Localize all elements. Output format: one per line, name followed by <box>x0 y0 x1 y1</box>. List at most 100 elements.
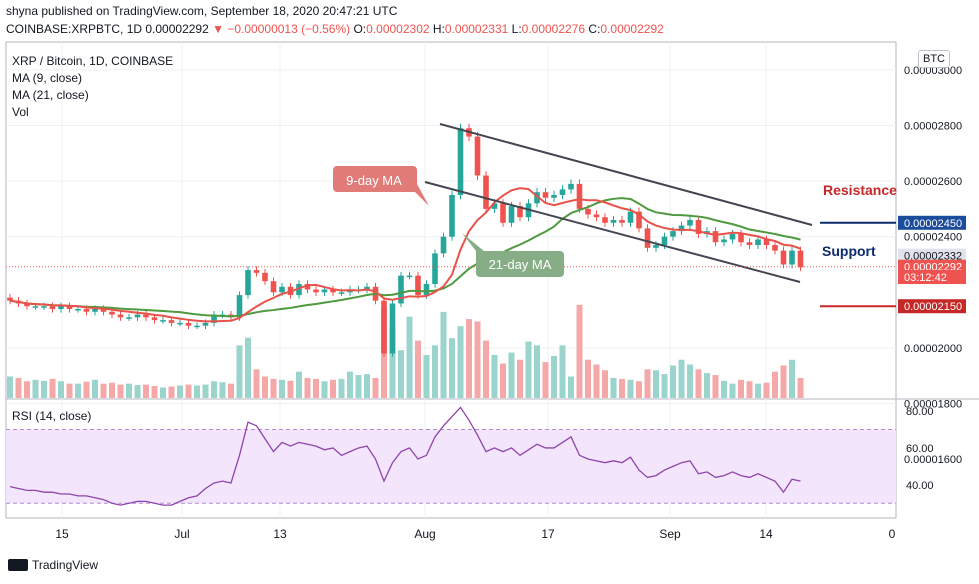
volume-bar <box>780 365 787 398</box>
price-label-text: 0.00002450 <box>904 218 962 230</box>
volume-bar <box>491 354 498 398</box>
volume-bar <box>143 384 149 398</box>
candle-body <box>321 289 328 293</box>
price-label-box <box>898 299 966 314</box>
candle-body <box>415 275 421 296</box>
volume-bar <box>644 369 651 398</box>
channel-upper-line <box>439 123 813 226</box>
candle-body <box>296 283 302 296</box>
volume-bar <box>83 381 90 398</box>
currency-badge[interactable]: BTC <box>918 50 950 68</box>
down-arrow-icon: ▼ <box>212 22 225 36</box>
volume-bar <box>500 363 506 398</box>
volume-bar <box>355 375 362 398</box>
volume-bar <box>24 381 30 398</box>
candle-body <box>712 231 719 243</box>
volume-bar <box>372 377 379 398</box>
volume-bar <box>542 362 549 398</box>
candle-body <box>780 250 787 265</box>
volume-bar <box>279 379 285 398</box>
price-label-text: 03:12:42 <box>904 272 947 284</box>
candle-body <box>653 245 659 248</box>
price-label-text: 0.00002332 <box>904 251 962 263</box>
tradingview-logo-text: TradingView <box>32 558 99 572</box>
volume-bar <box>49 378 56 398</box>
candle-body <box>177 322 183 325</box>
candle-body <box>627 211 634 223</box>
candle-body <box>7 297 13 301</box>
candle-body <box>66 306 73 309</box>
candle-body <box>92 309 98 312</box>
volume-bar <box>517 359 523 398</box>
ohlc-header: COINBASE:XRPBTC, 1D 0.00002292 ▼ −0.0000… <box>6 22 664 36</box>
volume-bar <box>789 359 795 398</box>
rsi-tick-label: 80.00 <box>906 406 934 418</box>
candle-body <box>474 136 481 176</box>
volume-bar <box>15 377 22 398</box>
candle-body <box>270 281 277 293</box>
x-tick-label: 15 <box>55 527 69 541</box>
volume-bar <box>763 382 770 398</box>
candle-body <box>542 192 549 198</box>
legend-ma9: MA (9, close) <box>12 71 83 85</box>
candle-body <box>338 292 345 294</box>
candle-body <box>517 206 523 218</box>
candle-body <box>245 270 251 296</box>
candle-body <box>41 306 47 308</box>
y-tick-label: 0.00002400 <box>904 232 962 244</box>
volume-bar <box>202 384 209 398</box>
rsi-band <box>6 429 896 504</box>
candle-body <box>32 306 39 308</box>
volume-bar <box>406 316 413 398</box>
candle-body <box>75 309 81 311</box>
volume-bar <box>593 364 600 398</box>
candle-body <box>695 220 702 234</box>
tradingview-logo: TradingView <box>8 558 98 572</box>
volume-bar <box>75 383 81 398</box>
candle-body <box>610 220 617 223</box>
volume-bar <box>483 340 489 398</box>
volume-bar <box>619 378 625 398</box>
ma21-callout-bubble <box>462 233 564 277</box>
volume-bar <box>602 370 608 398</box>
volume-bar <box>109 382 115 398</box>
volume-bar <box>746 381 753 398</box>
price-change: −0.00000013 (−0.56%) <box>227 22 351 36</box>
volume-bar <box>423 354 430 398</box>
volume-bar <box>296 371 302 398</box>
volume-bar <box>219 382 226 398</box>
volume-bar <box>228 383 234 398</box>
candle-body <box>789 250 795 265</box>
volume-bar <box>568 376 574 398</box>
volume-bar <box>670 365 676 398</box>
candle-body <box>500 203 506 223</box>
volume-bar <box>415 340 421 398</box>
candle-body <box>508 206 515 223</box>
candle-body <box>738 233 744 243</box>
candle-body <box>364 286 370 290</box>
volume-bar <box>389 326 396 398</box>
candle-body <box>126 317 132 319</box>
support-label: Support <box>822 243 876 259</box>
low-value: 0.00002276 <box>521 22 586 36</box>
y-tick-label: 0.00001600 <box>904 454 962 466</box>
volume-bar <box>398 350 404 398</box>
candle-body <box>797 250 804 268</box>
candle-body <box>253 270 260 273</box>
x-tick-label: 17 <box>541 527 555 541</box>
volume-bar <box>772 371 778 398</box>
candle-body <box>585 208 591 215</box>
volume-bar <box>432 345 438 398</box>
price-label-box <box>898 215 966 230</box>
candle-body <box>670 231 676 237</box>
volume-bar <box>160 387 166 398</box>
candle-body <box>449 194 455 237</box>
symbol-label: COINBASE:XRPBTC, 1D <box>6 22 143 36</box>
candle-body <box>559 189 566 195</box>
candle-body <box>398 275 404 304</box>
volume-bar <box>695 369 702 398</box>
candle-body <box>551 194 557 198</box>
candle-body <box>678 225 685 232</box>
candle-body <box>491 203 498 209</box>
